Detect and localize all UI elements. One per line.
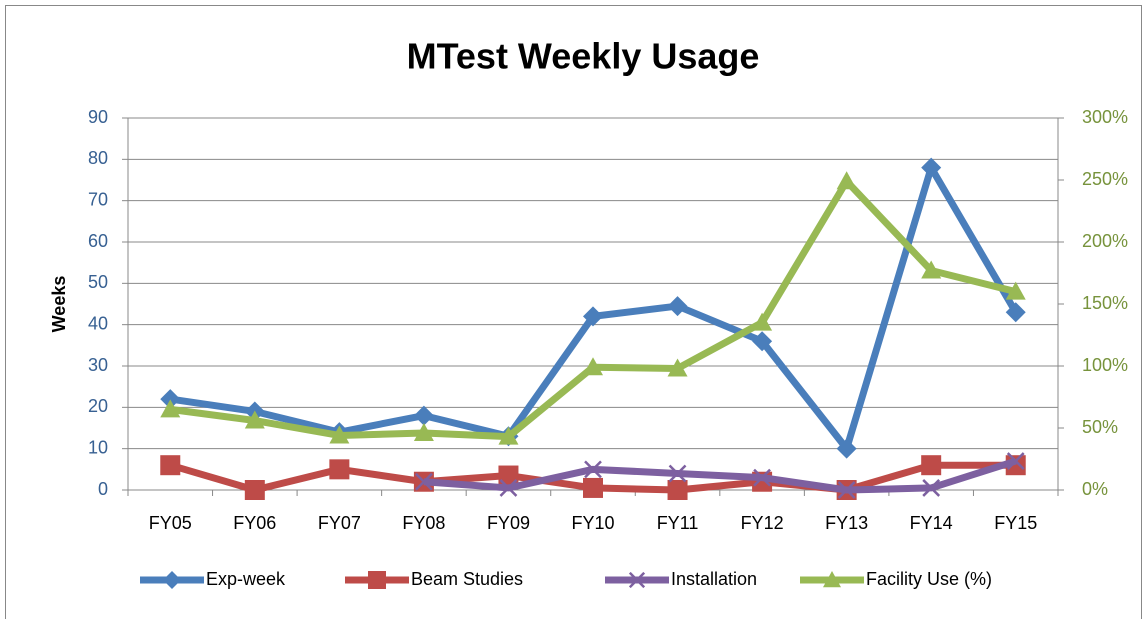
legend-label: Installation [671,569,757,589]
marker [244,410,265,429]
marker [368,571,386,589]
marker [753,468,771,487]
marker [498,465,519,486]
y2-tick-label: 100% [1082,355,1128,375]
marker [921,260,942,279]
x-tick-label: FY07 [318,513,361,533]
marker [163,571,181,589]
marker [583,306,603,327]
x-tick-label: FY12 [741,513,784,533]
marker [244,480,265,500]
legend-label: Beam Studies [411,569,523,589]
x-tick-label: FY05 [149,513,192,533]
marker [922,479,941,497]
x-tick-label: FY08 [402,513,445,533]
y-tick-label: 80 [88,148,108,168]
y2-tick-label: 300% [1082,107,1128,127]
marker [584,460,602,479]
y-tick-label: 40 [88,313,108,333]
y2-tick-label: 250% [1082,169,1128,189]
y2-tick-label: 50% [1082,417,1118,437]
x-tick-label: FY15 [994,513,1037,533]
marker [921,455,942,476]
y-tick-label: 50 [88,272,108,292]
marker [836,171,857,190]
chart-frame [5,5,1142,619]
y-tick-label: 10 [88,437,108,457]
marker [413,405,434,426]
marker [329,459,350,480]
legend-label: Exp-week [206,569,286,589]
series-line [423,457,1017,494]
marker [1006,452,1025,470]
marker [415,472,433,491]
marker [837,481,856,499]
marker [752,312,773,331]
marker [498,426,519,445]
y-tick-label: 60 [88,231,108,251]
y-tick-label: 0 [98,479,108,499]
x-tick-label: FY06 [233,513,276,533]
marker [667,480,688,500]
x-tick-label: FY13 [825,513,868,533]
marker [823,571,841,588]
marker [667,296,688,317]
marker [499,479,518,497]
marker [1005,281,1026,300]
marker [836,438,857,459]
marker [413,422,434,441]
y2-tick-label: 0% [1082,479,1108,499]
x-tick-label: FY10 [571,513,614,533]
chart-title: MTest Weekly Usage [407,36,760,77]
marker [329,425,350,444]
marker [1005,302,1026,323]
x-tick-label: FY14 [910,513,953,533]
marker [668,464,687,483]
x-tick-label: FY11 [657,513,699,533]
y-axis-label: Weeks [49,276,69,333]
marker [628,571,646,589]
y-tick-label: 20 [88,396,108,416]
x-tick-label: FY09 [487,513,530,533]
y-tick-label: 70 [88,189,108,209]
y2-tick-label: 200% [1082,231,1128,251]
marker [752,331,773,352]
marker [667,358,688,377]
y-tick-label: 90 [88,107,108,127]
marker [160,399,181,418]
legend-label: Facility Use (%) [866,569,992,589]
marker [583,357,603,376]
marker [160,455,181,476]
marker [583,477,603,498]
y2-tick-label: 150% [1082,293,1128,313]
y-tick-label: 30 [88,355,108,375]
marker [921,157,942,178]
marker [160,389,181,410]
